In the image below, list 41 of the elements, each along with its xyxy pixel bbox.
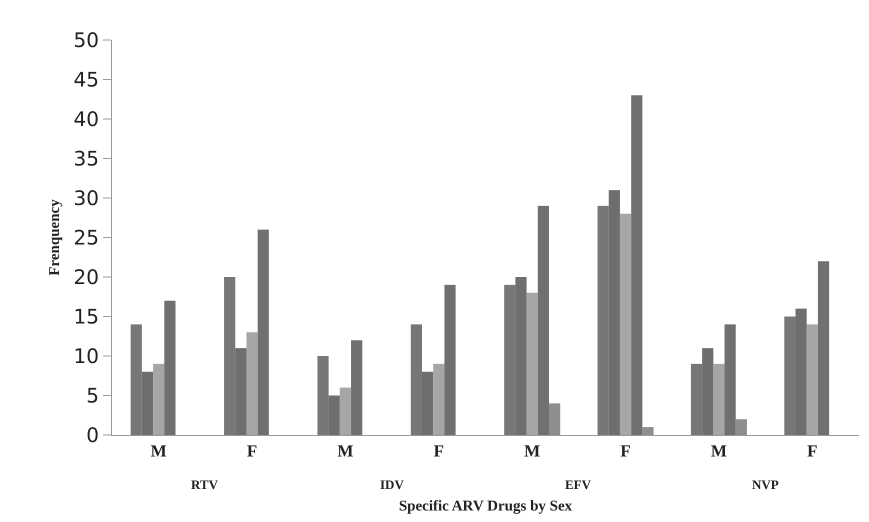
- x-axis-title: Specific ARV Drugs by Sex: [398, 498, 573, 514]
- y-tick-label: 45: [74, 68, 99, 92]
- text: IDV: [380, 477, 404, 492]
- bar: [620, 214, 632, 435]
- y-tick-label: 0: [86, 423, 99, 447]
- text: NVP: [752, 477, 779, 492]
- bar: [433, 364, 444, 435]
- bar: [351, 340, 362, 435]
- y-tick-label: 30: [74, 186, 99, 210]
- bar: [444, 284, 456, 435]
- text: RTV: [191, 477, 219, 492]
- bar: [631, 95, 642, 435]
- text: EFV: [565, 477, 592, 492]
- y-axis-title: Frenquency: [46, 198, 63, 276]
- bar: [806, 324, 818, 435]
- y-tick-label: 35: [74, 146, 99, 170]
- y-tick-label: 50: [74, 28, 99, 52]
- bar: [818, 261, 830, 435]
- x-tick-label: F: [246, 441, 258, 460]
- bar: [258, 230, 269, 435]
- y-tick-label: 15: [74, 304, 99, 328]
- bar: [538, 206, 549, 435]
- x-tick-label: M: [337, 441, 354, 460]
- bar: [164, 300, 176, 435]
- x-tick-label: M: [524, 441, 540, 460]
- x-tick-label: M: [710, 441, 727, 460]
- bar: [246, 332, 258, 435]
- y-tick-label: 5: [86, 384, 99, 408]
- bar: [724, 324, 736, 435]
- x-tick-label: M: [150, 441, 167, 460]
- x-tick-label: F: [620, 441, 631, 460]
- bar: [526, 292, 538, 435]
- bar: [153, 364, 164, 435]
- y-tick-label: 40: [74, 107, 99, 131]
- bar: [713, 364, 725, 435]
- x-tick-label: F: [807, 441, 818, 460]
- y-tick-label: 25: [74, 226, 99, 250]
- bar: [340, 388, 352, 435]
- y-tick-label: 20: [74, 265, 99, 289]
- x-tick-label: F: [434, 441, 444, 460]
- y-tick-label: 10: [74, 344, 99, 368]
